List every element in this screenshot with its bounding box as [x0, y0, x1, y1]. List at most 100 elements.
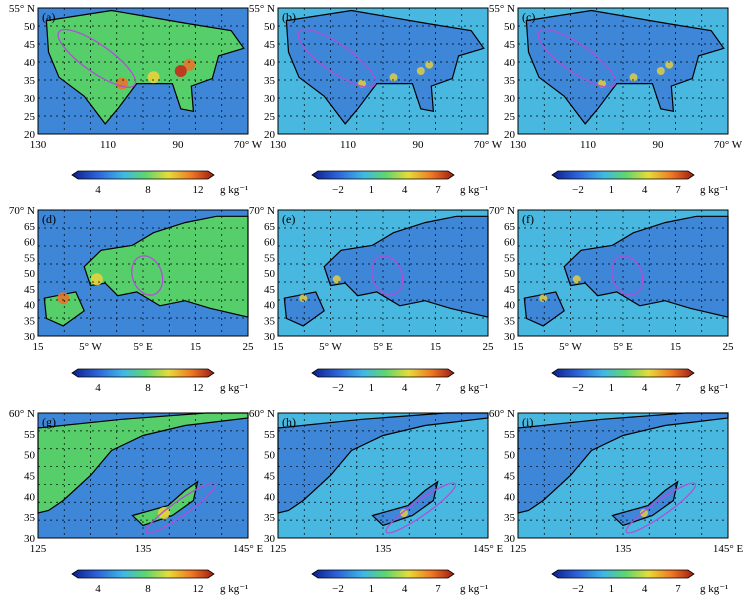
latitude-tick-label: 40	[264, 491, 276, 503]
colorbar-tick-label: 7	[435, 382, 441, 394]
latitude-tick-label: 40	[24, 491, 36, 503]
colorbar-tick-label: 4	[642, 184, 648, 196]
colorbar-tick-label: −2	[572, 382, 584, 394]
longitude-tick-label: 70° W	[234, 139, 263, 151]
latitude-tick-label: 50	[504, 450, 516, 462]
panel-label: (i)	[522, 415, 533, 429]
colorbar-tick-label: −2	[332, 382, 344, 394]
anomaly-patch	[425, 60, 434, 69]
anomaly-patch	[656, 67, 665, 75]
latitude-tick-label: 40	[24, 57, 36, 69]
latitude-tick-label: 55	[264, 252, 276, 264]
longitude-tick-label: 110	[580, 139, 597, 151]
colorbar: −2 1 4 7 g kg⁻¹	[311, 368, 488, 394]
longitude-tick-label: 90	[173, 139, 185, 151]
panel-frame	[517, 209, 729, 337]
colorbar-tick-label: 8	[145, 583, 151, 595]
intensity-patch	[174, 65, 187, 77]
colorbar-tick-label: 12	[193, 382, 204, 394]
latitude-tick-label: 20	[264, 129, 276, 141]
longitude-tick-label: 25	[723, 341, 735, 353]
region-ellipse	[611, 255, 644, 296]
latitude-tick-label: 25	[264, 111, 276, 123]
colorbar: −2 1 4 7 g kg⁻¹	[311, 170, 488, 196]
colorbar-tick-label: 4	[402, 382, 408, 394]
colorbar-unit: g kg⁻¹	[700, 184, 728, 196]
longitude-tick-label: 5° W	[559, 341, 582, 353]
latitude-tick-label: 50	[504, 21, 516, 33]
latitude-tick-label: 45	[24, 471, 36, 483]
latitude-tick-label: 50	[24, 450, 36, 462]
colorbar-tick-label: −2	[332, 184, 344, 196]
anomaly-patch	[299, 294, 308, 303]
landmass	[323, 215, 489, 318]
colorbar-scale	[71, 569, 215, 579]
longitude-tick-label: 125	[270, 543, 287, 555]
anomaly-patch	[539, 294, 548, 303]
latitude-tick-label: 20	[504, 129, 516, 141]
anomaly-patch	[640, 509, 648, 517]
colorbar-tick-label: 4	[402, 184, 408, 196]
latitude-tick-label: 35	[504, 512, 516, 524]
panel-label: (f)	[522, 212, 534, 226]
latitude-tick-label: 55	[24, 252, 36, 264]
latitude-tick-label: 45	[24, 39, 36, 51]
latitude-tick-label: 65	[264, 221, 276, 233]
colorbar-tick-label: 8	[145, 382, 151, 394]
colorbar-unit: g kg⁻¹	[700, 382, 728, 394]
panel-label: (a)	[42, 10, 55, 24]
panel-frame	[517, 412, 729, 539]
panel-label: (g)	[42, 415, 56, 429]
latitude-tick-label: 35	[264, 75, 276, 87]
panel-label: (e)	[282, 212, 295, 226]
landmass	[563, 215, 729, 318]
longitude-tick-label: 135	[135, 543, 152, 555]
latitude-tick-label: 25	[504, 111, 516, 123]
panel-frame	[277, 412, 489, 539]
latitude-tick-label: 35	[24, 75, 36, 87]
latitude-tick-label: 45	[24, 284, 36, 296]
longitude-tick-label: 110	[100, 139, 117, 151]
colorbar: −2 1 4 7 g kg⁻¹	[551, 569, 728, 595]
latitude-tick-label: 30	[24, 331, 36, 343]
longitude-tick-label: 130	[30, 139, 47, 151]
latitude-tick-label: 45	[264, 284, 276, 296]
latitude-tick-label: 60° N	[489, 408, 515, 420]
colorbar: −2 1 4 7 g kg⁻¹	[551, 368, 728, 394]
longitude-tick-label: 70° W	[714, 139, 743, 151]
latitude-tick-label: 40	[264, 57, 276, 69]
latitude-tick-label: 50	[264, 268, 276, 280]
intensity-patch	[147, 71, 160, 84]
colorbar-scale	[311, 170, 455, 180]
colorbar-tick-label: 1	[369, 382, 375, 394]
longitude-tick-label: 15	[430, 341, 442, 353]
latitude-tick-label: 30	[504, 93, 516, 105]
latitude-tick-label: 65	[24, 221, 36, 233]
longitude-tick-label: 5° W	[79, 341, 102, 353]
longitude-tick-label: 15	[670, 341, 682, 353]
latitude-tick-label: 30	[24, 533, 36, 545]
region-ellipse	[385, 482, 457, 534]
colorbar: −2 1 4 7 g kg⁻¹	[311, 569, 488, 595]
panel-label: (b)	[282, 10, 296, 24]
latitude-tick-label: 40	[504, 300, 516, 312]
panel-frame	[517, 7, 729, 135]
latitude-tick-label: 40	[504, 57, 516, 69]
region-ellipse	[145, 482, 217, 534]
latitude-tick-label: 60	[24, 237, 36, 249]
latitude-tick-label: 40	[24, 300, 36, 312]
panel-frame	[277, 7, 489, 135]
latitude-tick-label: 70° N	[249, 205, 275, 217]
landmass	[83, 215, 249, 318]
latitude-tick-label: 40	[504, 491, 516, 503]
latitude-tick-label: 50	[24, 21, 36, 33]
colorbar: 4 8 12 g kg⁻¹	[71, 368, 248, 394]
colorbar-scale	[551, 368, 695, 378]
region-ellipse	[57, 28, 137, 88]
colorbar-scale	[71, 368, 215, 378]
longitude-tick-label: 70° W	[474, 139, 503, 151]
landmass	[285, 9, 485, 125]
